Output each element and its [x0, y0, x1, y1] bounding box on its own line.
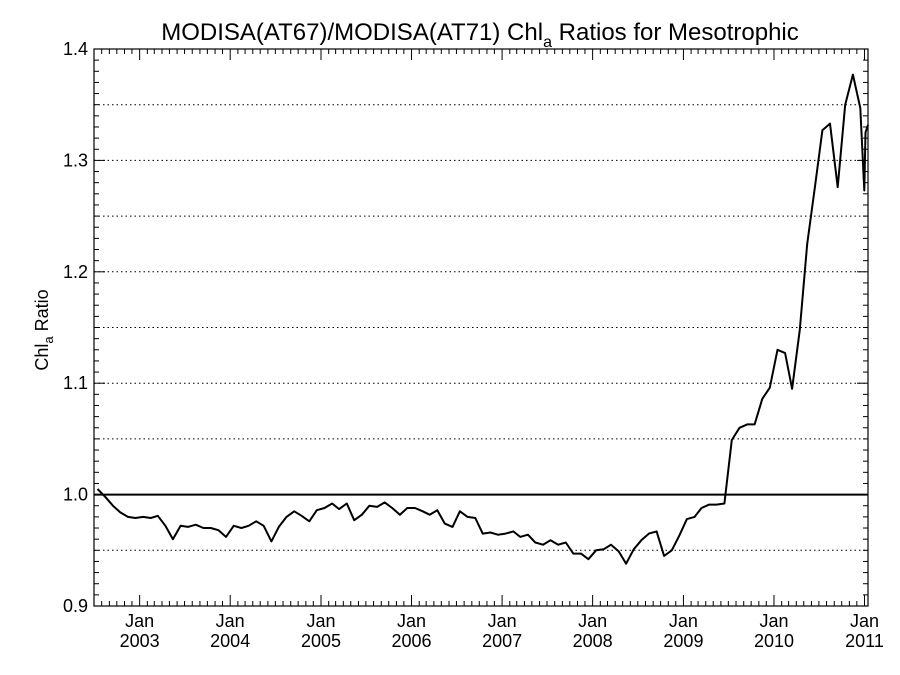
- y-tick-label: 1.2: [63, 262, 88, 282]
- tick-labels: 0.91.01.11.21.31.4Jan2003Jan2004Jan2005J…: [63, 39, 884, 651]
- x-tick-label-month: Jan: [125, 611, 154, 631]
- series-layer: [96, 73, 869, 565]
- chart-title-suffix: Ratios for Mesotrophic: [552, 19, 799, 46]
- y-tick-label: 1.1: [63, 373, 88, 393]
- x-tick-label-month: Jan: [669, 611, 698, 631]
- grid-lines: [94, 48, 868, 551]
- chart-title-subscript: a: [543, 34, 552, 51]
- x-tick-label-year: 2003: [120, 631, 160, 651]
- plot-frame: [93, 48, 869, 607]
- x-tick-label-year: 2008: [573, 631, 613, 651]
- x-tick-label-year: 2009: [663, 631, 703, 651]
- x-tick-label-month: Jan: [759, 611, 788, 631]
- x-tick-label-year: 2005: [301, 631, 341, 651]
- y-tick-label: 1.0: [63, 485, 88, 505]
- y-tick-label: 1.4: [63, 39, 88, 59]
- x-tick-label-year: 2011: [845, 631, 884, 651]
- x-tick-label-month: Jan: [488, 611, 517, 631]
- chart-title-prefix: MODISA(AT67)/MODISA(AT71) Chl: [161, 19, 543, 46]
- x-tick-label-year: 2004: [210, 631, 250, 651]
- chart-title: MODISA(AT67)/MODISA(AT71) Chla Ratios fo…: [161, 19, 799, 51]
- x-tick-label-month: Jan: [397, 611, 426, 631]
- x-tick-label-month: Jan: [578, 611, 607, 631]
- y-axis-label-prefix: Chl: [32, 344, 52, 371]
- y-axis-label: Chla Ratio: [32, 289, 56, 370]
- y-axis-label-subscript: a: [41, 336, 56, 344]
- x-tick-label-month: Jan: [850, 611, 879, 631]
- y-tick-label: 0.9: [63, 596, 88, 616]
- series-line: [96, 73, 869, 565]
- x-tick-label-year: 2007: [482, 631, 522, 651]
- x-tick-label-month: Jan: [306, 611, 335, 631]
- x-tick-label-year: 2010: [754, 631, 794, 651]
- x-tick-label-month: Jan: [216, 611, 245, 631]
- y-tick-label: 1.3: [63, 150, 88, 170]
- x-tick-label-year: 2006: [392, 631, 432, 651]
- y-axis-label-suffix: Ratio: [32, 289, 52, 336]
